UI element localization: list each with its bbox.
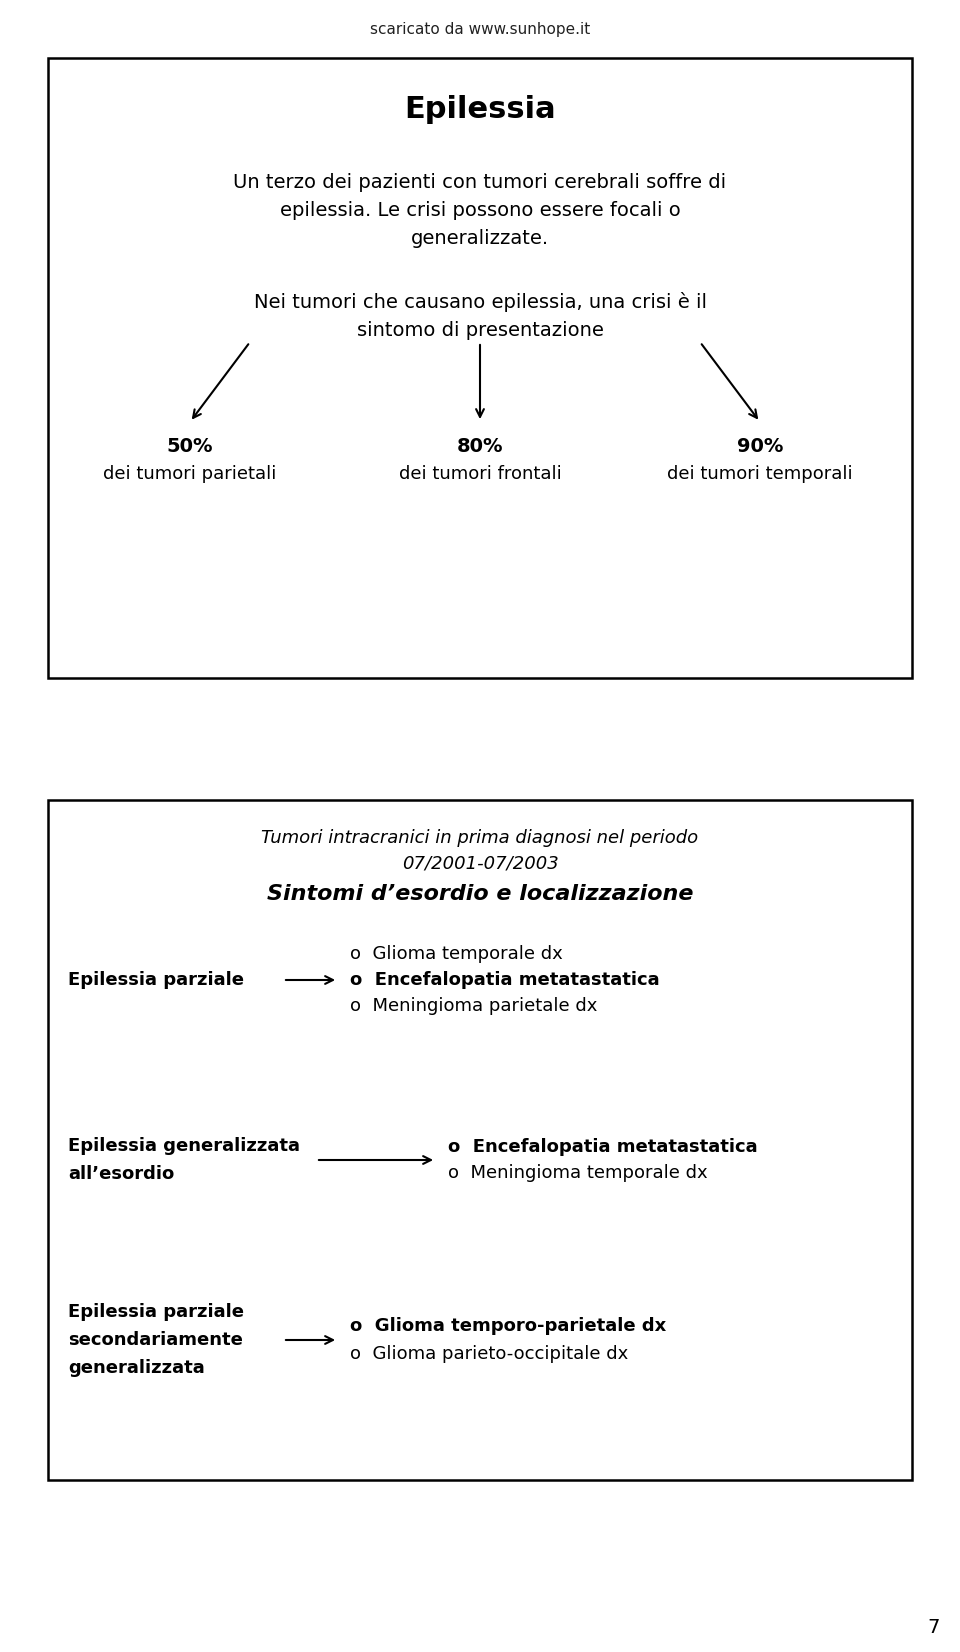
Text: Un terzo dei pazienti con tumori cerebrali soffre di: Un terzo dei pazienti con tumori cerebra… bbox=[233, 173, 727, 193]
Text: Nei tumori che causano epilessia, una crisi è il: Nei tumori che causano epilessia, una cr… bbox=[253, 292, 707, 312]
Text: dei tumori frontali: dei tumori frontali bbox=[398, 464, 562, 482]
Text: 80%: 80% bbox=[457, 438, 503, 456]
Text: scaricato da www.sunhope.it: scaricato da www.sunhope.it bbox=[370, 21, 590, 36]
Text: o  Glioma temporo-parietale dx: o Glioma temporo-parietale dx bbox=[350, 1317, 666, 1335]
Text: dei tumori parietali: dei tumori parietali bbox=[104, 464, 276, 482]
Text: Tumori intracranici in prima diagnosi nel periodo: Tumori intracranici in prima diagnosi ne… bbox=[261, 829, 699, 847]
Text: Epilessia: Epilessia bbox=[404, 96, 556, 124]
Text: sintomo di presentazione: sintomo di presentazione bbox=[356, 320, 604, 340]
Text: 50%: 50% bbox=[167, 438, 213, 456]
Text: o  Encefalopatia metatastatica: o Encefalopatia metatastatica bbox=[350, 971, 660, 990]
Text: Epilessia generalizzata: Epilessia generalizzata bbox=[68, 1137, 300, 1155]
Bar bbox=[48, 58, 912, 677]
Text: o  Encefalopatia metatastatica: o Encefalopatia metatastatica bbox=[448, 1138, 757, 1156]
Text: secondariamente: secondariamente bbox=[68, 1332, 243, 1350]
Text: Epilessia parziale: Epilessia parziale bbox=[68, 1303, 244, 1322]
Text: generalizzata: generalizzata bbox=[68, 1360, 204, 1378]
Text: all’esordio: all’esordio bbox=[68, 1165, 175, 1183]
Text: o  Meningioma temporale dx: o Meningioma temporale dx bbox=[448, 1165, 708, 1181]
Text: o  Glioma parieto-occipitale dx: o Glioma parieto-occipitale dx bbox=[350, 1345, 628, 1363]
Text: o  Glioma temporale dx: o Glioma temporale dx bbox=[350, 945, 563, 963]
Text: Epilessia parziale: Epilessia parziale bbox=[68, 971, 244, 990]
Bar bbox=[48, 800, 912, 1480]
Text: 90%: 90% bbox=[737, 438, 783, 456]
Text: epilessia. Le crisi possono essere focali o: epilessia. Le crisi possono essere focal… bbox=[279, 202, 681, 220]
Text: 7: 7 bbox=[927, 1617, 940, 1637]
Text: dei tumori temporali: dei tumori temporali bbox=[667, 464, 852, 482]
Text: 07/2001-07/2003: 07/2001-07/2003 bbox=[401, 856, 559, 872]
Text: o  Meningioma parietale dx: o Meningioma parietale dx bbox=[350, 998, 597, 1014]
Text: Sintomi d’esordio e localizzazione: Sintomi d’esordio e localizzazione bbox=[267, 884, 693, 904]
Text: generalizzate.: generalizzate. bbox=[411, 230, 549, 248]
